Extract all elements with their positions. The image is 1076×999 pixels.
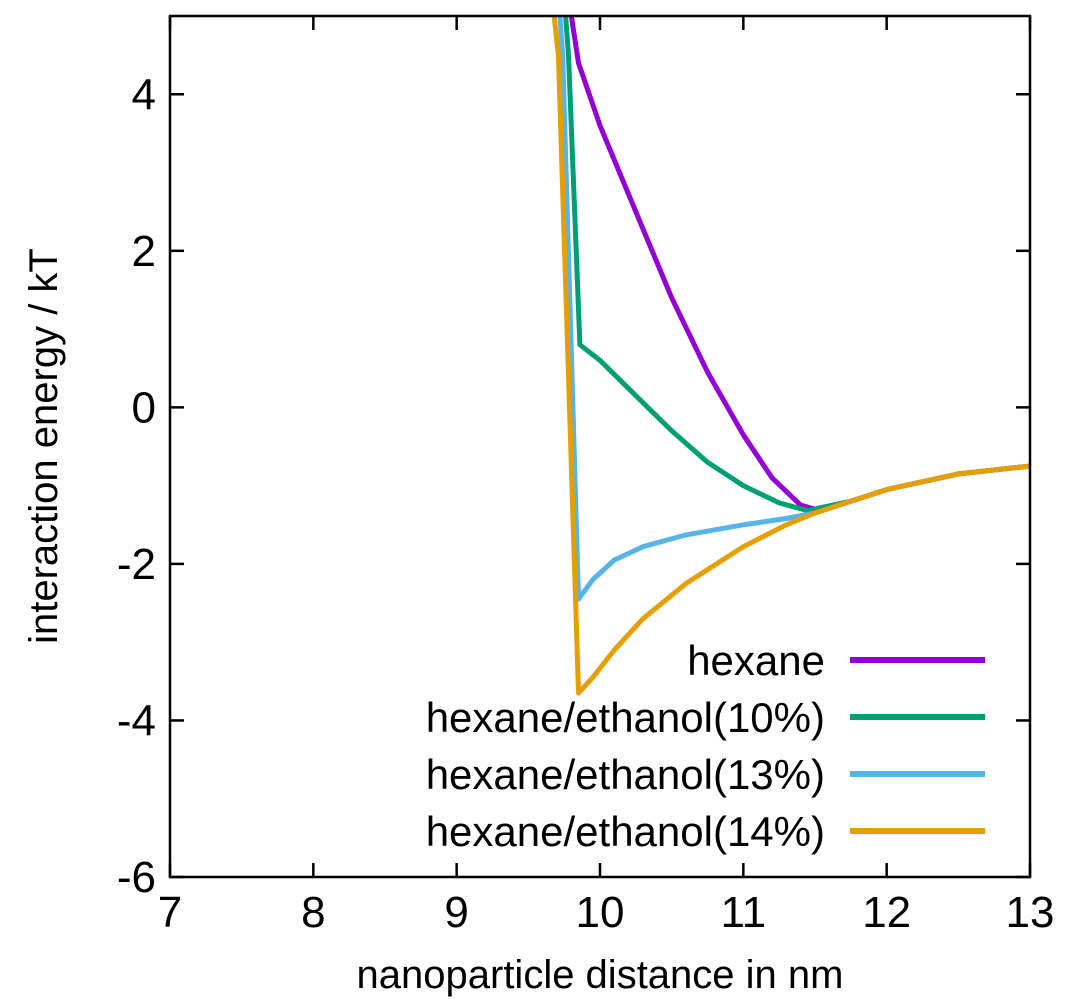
y-tick-label: -4 [117, 696, 156, 745]
ticks-layer: 7 8 9 10 11 12 13 -6 -4 -2 0 2 4 [117, 16, 1055, 937]
x-tick-label: 7 [158, 888, 182, 937]
x-tick-label: 8 [301, 888, 325, 937]
series-line-1 [563, 16, 1030, 514]
series-line-3 [551, 16, 1030, 696]
y-tick-label: 4 [132, 70, 156, 119]
x-tick-label: 13 [1006, 888, 1055, 937]
series-line-2 [557, 16, 1030, 602]
x-tick-label: 11 [720, 888, 766, 937]
series-layer [551, 16, 1030, 696]
y-tick-label: -6 [117, 853, 156, 902]
x-axis-label: nanoparticle distance in nm [357, 953, 844, 997]
x-tick-label: 12 [862, 888, 911, 937]
legend-label: hexane/ethanol(13%) [426, 751, 825, 798]
y-axis-label: interaction energy / kT [22, 248, 66, 644]
legend-label: hexane [687, 637, 825, 684]
y-tick-label: -2 [117, 540, 156, 589]
y-tick-label: 0 [132, 383, 156, 432]
x-tick-label: 9 [444, 888, 468, 937]
y-tick-label: 2 [132, 227, 156, 276]
series-line-0 [568, 16, 1030, 512]
legend: hexane hexane/ethanol(10%) hexane/ethanol(… [426, 637, 985, 855]
legend-label: hexane/ethanol(10%) [426, 694, 825, 741]
plot-frame [168, 14, 1032, 879]
legend-label: hexane/ethanol(14%) [426, 808, 825, 855]
x-tick-label: 10 [576, 888, 625, 937]
